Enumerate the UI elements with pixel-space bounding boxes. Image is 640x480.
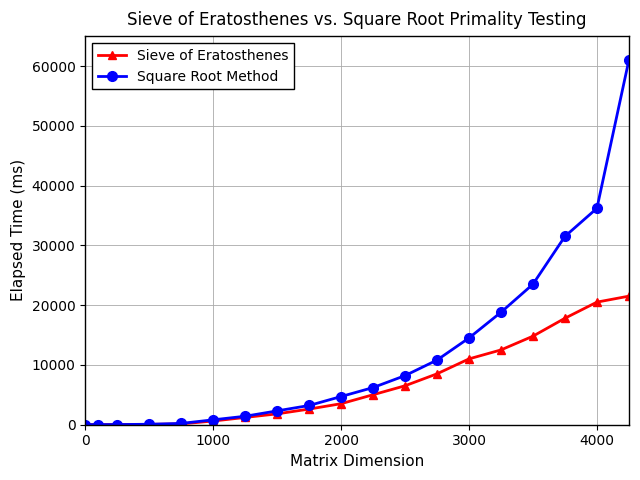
Legend: Sieve of Eratosthenes, Square Root Method: Sieve of Eratosthenes, Square Root Metho…: [92, 43, 294, 89]
Square Root Method: [369, 384, 377, 390]
Square Root Method: [529, 281, 537, 287]
Square Root Method: [497, 310, 505, 315]
Title: Sieve of Eratosthenes vs. Square Root Primality Testing: Sieve of Eratosthenes vs. Square Root Pr…: [127, 11, 587, 29]
Square Root Method: [305, 403, 313, 408]
Sieve of Eratosthenes: [593, 299, 601, 305]
Square Root Method: [145, 421, 153, 427]
Sieve of Eratosthenes: [625, 293, 633, 299]
Square Root Method: [273, 408, 281, 414]
Sieve of Eratosthenes: [113, 421, 121, 427]
Square Root Method: [209, 417, 217, 423]
Sieve of Eratosthenes: [465, 356, 473, 362]
Sieve of Eratosthenes: [433, 371, 441, 377]
Square Root Method: [81, 422, 89, 428]
Square Root Method: [337, 394, 345, 399]
Sieve of Eratosthenes: [497, 347, 505, 353]
Sieve of Eratosthenes: [81, 422, 89, 428]
Square Root Method: [433, 357, 441, 363]
Sieve of Eratosthenes: [305, 406, 313, 412]
Sieve of Eratosthenes: [94, 422, 102, 428]
Sieve of Eratosthenes: [145, 421, 153, 427]
Sieve of Eratosthenes: [241, 415, 249, 420]
Sieve of Eratosthenes: [177, 421, 185, 427]
Square Root Method: [177, 420, 185, 426]
Sieve of Eratosthenes: [529, 333, 537, 339]
Sieve of Eratosthenes: [401, 383, 409, 389]
Square Root Method: [561, 233, 569, 239]
Square Root Method: [465, 335, 473, 341]
Line: Square Root Method: Square Root Method: [81, 55, 634, 430]
Sieve of Eratosthenes: [337, 401, 345, 407]
Sieve of Eratosthenes: [273, 411, 281, 417]
Sieve of Eratosthenes: [369, 392, 377, 397]
Sieve of Eratosthenes: [561, 315, 569, 321]
Square Root Method: [94, 422, 102, 428]
X-axis label: Matrix Dimension: Matrix Dimension: [290, 454, 424, 469]
Line: Sieve of Eratosthenes: Sieve of Eratosthenes: [81, 292, 633, 429]
Square Root Method: [113, 421, 121, 427]
Sieve of Eratosthenes: [209, 418, 217, 424]
Square Root Method: [593, 205, 601, 211]
Square Root Method: [241, 413, 249, 419]
Square Root Method: [625, 57, 633, 63]
Square Root Method: [401, 373, 409, 379]
Y-axis label: Elapsed Time (ms): Elapsed Time (ms): [11, 159, 26, 301]
